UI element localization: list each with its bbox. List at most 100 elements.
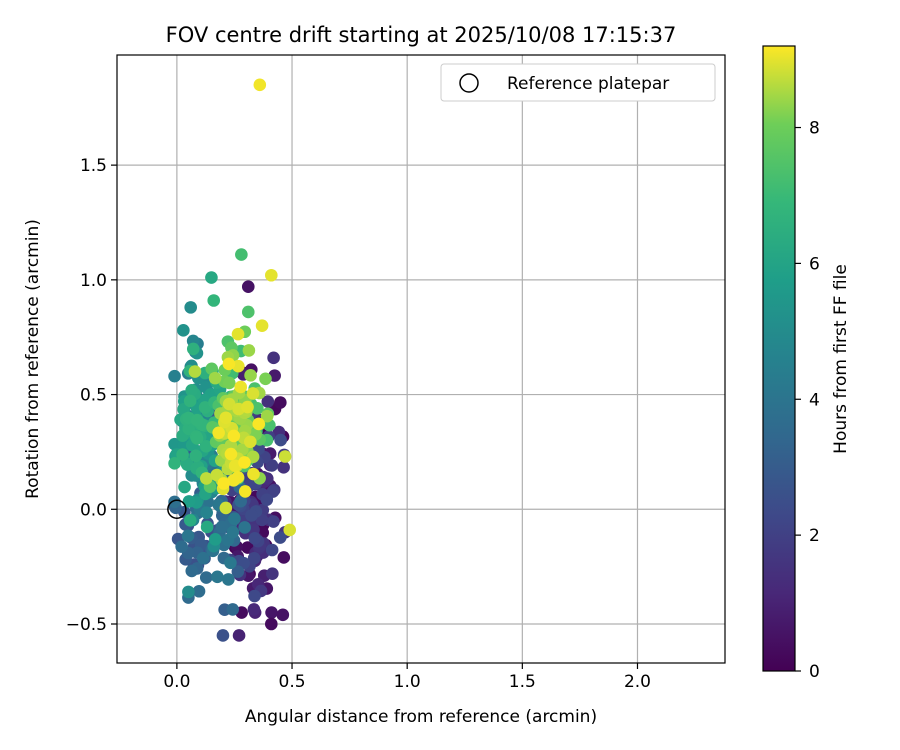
scatter-point — [238, 521, 252, 534]
scatter-point — [188, 365, 202, 378]
scatter-point — [183, 394, 197, 408]
scatter-point — [227, 429, 241, 443]
scatter-point — [265, 606, 278, 619]
colorbar-ticks: 0 2 4 6 8 — [795, 119, 820, 682]
scatter-point — [244, 369, 257, 382]
colorbar-tick-label: 6 — [809, 254, 820, 274]
scatter-point — [224, 556, 237, 570]
scatter-point — [241, 280, 255, 294]
scatter-point — [241, 305, 255, 319]
scatter-point — [199, 439, 213, 453]
colorbar-gradient — [762, 45, 796, 672]
reference-platepar-marker — [167, 499, 187, 520]
scatter-point — [182, 495, 196, 508]
colorbar: 0 2 4 6 8 Hours from first FF file — [762, 45, 851, 682]
scatter-point — [267, 351, 280, 365]
scatter-point — [200, 506, 213, 519]
colorbar-tick-label: 4 — [809, 390, 820, 410]
scatter-point — [241, 400, 254, 414]
scatter-point — [184, 301, 197, 314]
scatter-point — [265, 268, 278, 282]
scatter-point — [216, 629, 230, 642]
scatter-point — [265, 617, 278, 631]
scatter-point — [205, 271, 218, 284]
scatter-point — [182, 422, 196, 436]
y-tick-label: −0.5 — [66, 615, 107, 635]
scatter-point — [273, 531, 287, 544]
scatter-point — [245, 509, 258, 522]
scatter-point — [243, 435, 257, 449]
scatter-point — [246, 387, 260, 400]
y-axis-ticks: −0.5 0.0 0.5 1.0 1.5 — [66, 156, 117, 635]
legend-reference-marker — [459, 73, 479, 93]
scatter-point — [177, 324, 190, 337]
scatter-point — [265, 459, 279, 472]
scatter-point — [210, 468, 224, 482]
scatter-point — [178, 480, 191, 494]
scatter-point — [274, 433, 287, 447]
scatter-point — [267, 515, 280, 528]
scatter-point — [248, 531, 262, 545]
plot-frame — [116, 54, 726, 664]
scatter-point — [189, 449, 203, 463]
scatter-point — [232, 629, 246, 642]
y-tick-label: 0.5 — [80, 386, 107, 406]
scatter-point — [226, 603, 240, 616]
scatter-point — [251, 402, 264, 415]
scatter-point — [260, 409, 274, 423]
scatter-point — [224, 447, 238, 461]
y-tick-label: 1.5 — [80, 156, 107, 176]
scatter-point — [186, 342, 200, 356]
scatter-point — [232, 359, 245, 373]
legend-label: Reference platepar — [507, 74, 669, 94]
scatter-point — [217, 477, 231, 490]
scatter-point — [168, 369, 181, 383]
x-tick-label: 0.5 — [279, 672, 306, 692]
scatter-point — [247, 603, 261, 616]
scatter-point — [175, 540, 188, 553]
scatter-point — [219, 501, 233, 515]
scatter-point — [200, 472, 213, 485]
scatter-point — [260, 493, 274, 506]
scatter-point — [274, 396, 287, 409]
scatter-point — [247, 551, 261, 565]
scatter-point — [235, 248, 248, 261]
scatter-point — [283, 523, 297, 537]
legend-box — [440, 63, 716, 102]
scatter-point — [234, 380, 248, 394]
scatter-point — [185, 383, 198, 397]
colorbar-tick-label: 2 — [809, 526, 820, 546]
scatter-point — [190, 432, 204, 445]
scatter-point — [222, 357, 236, 371]
legend: Reference platepar — [440, 63, 716, 102]
scatter-point — [255, 319, 269, 333]
scatter-point — [266, 567, 279, 581]
scatter-point — [276, 608, 290, 622]
scatter-point — [252, 417, 266, 431]
chart-title: FOV centre drift starting at 2025/10/08 … — [166, 23, 677, 47]
y-tick-label: 0.0 — [80, 500, 107, 520]
scatter-point — [182, 585, 195, 599]
scatter-point — [183, 514, 197, 527]
colorbar-tick-label: 0 — [809, 662, 820, 682]
scatter-point — [215, 520, 229, 534]
x-axis-ticks: 0.0 0.5 1.0 1.5 2.0 — [163, 663, 651, 692]
scatter-point — [192, 584, 206, 598]
scatter-point — [185, 564, 199, 578]
x-axis-label: Angular distance from reference (arcmin) — [245, 707, 597, 727]
scatter-point — [176, 448, 189, 461]
colorbar-label: Hours from first FF file — [831, 264, 851, 454]
scatter-point — [168, 437, 181, 451]
scatter-point — [242, 344, 256, 357]
scatter-point — [277, 461, 290, 474]
scatter-point — [228, 512, 241, 526]
scatter-point — [231, 565, 245, 578]
scatter-point — [226, 525, 240, 539]
scatter-point — [222, 376, 236, 390]
scatter-point — [259, 372, 272, 386]
scatter-point — [168, 495, 181, 509]
scatter-points — [168, 78, 297, 642]
scatter-point — [211, 570, 224, 584]
scatter-point — [222, 397, 236, 411]
